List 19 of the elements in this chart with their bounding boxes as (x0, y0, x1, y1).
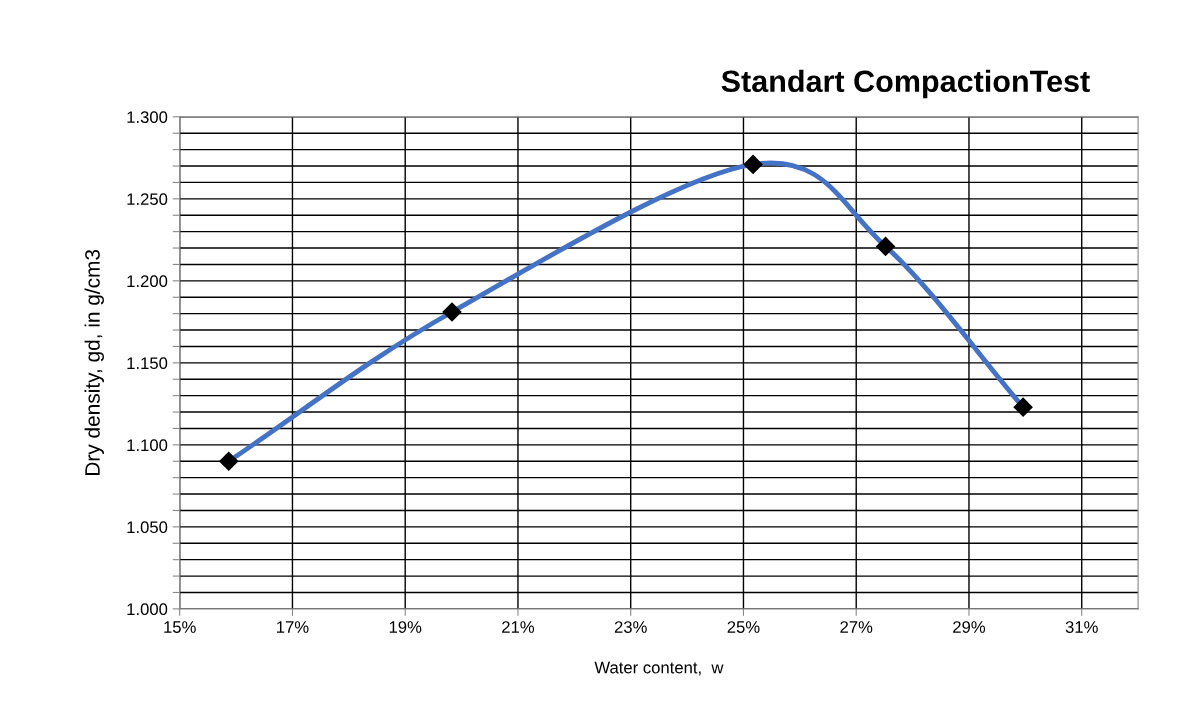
x-axis-title: Water content, w (594, 661, 724, 676)
x-tick-label: 27% (840, 621, 873, 633)
y-tick-label: 1.050 (127, 521, 168, 534)
y-tick-label: 1.100 (127, 439, 168, 452)
y-axis-title: Dry density, gd, in g/cm3 (84, 249, 104, 475)
y-tick-label: 1.250 (127, 193, 168, 206)
x-tick-label: 21% (502, 621, 535, 633)
x-tick-label: 25% (727, 621, 760, 633)
y-tick-label: 1.300 (127, 111, 168, 124)
x-tick-label: 17% (277, 621, 309, 633)
x-tick-label: 29% (953, 621, 986, 633)
x-tick-label: 31% (1065, 621, 1098, 633)
x-tick-label: 23% (614, 621, 647, 633)
y-tick-label: 1.200 (127, 275, 168, 288)
y-tick-label: 1.150 (127, 357, 168, 370)
y-tick-label: 1.000 (127, 603, 168, 616)
chart-title: Standart CompactionTest (721, 69, 1090, 99)
x-tick-label: 15% (164, 621, 196, 633)
x-tick-label: 19% (389, 621, 422, 633)
